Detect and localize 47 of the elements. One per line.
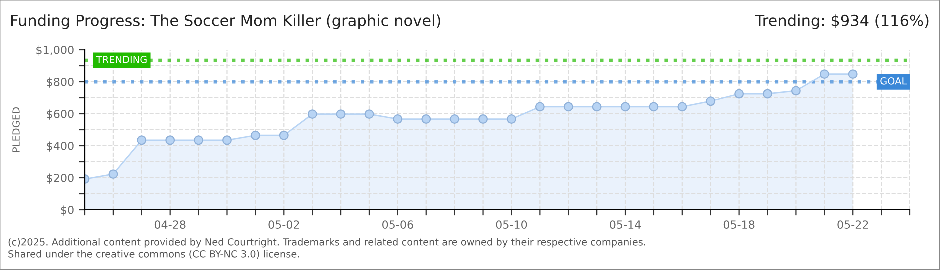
- point: [763, 89, 772, 99]
- text: (c)2025. Additional content provided by Ned Courtright. Trademarks and related content are owned by their respective companies.: [8, 238, 646, 248]
- y-axis-title: PLEDGED: [12, 108, 20, 152]
- point: [734, 89, 744, 99]
- point: [108, 170, 118, 180]
- point: [678, 102, 688, 112]
- point: [507, 114, 516, 124]
- point: [279, 130, 289, 140]
- chart-subtitle: Trending: $934 (116%): [755, 14, 929, 30]
- ref-line-label: GOAL: [880, 77, 908, 85]
- point: [336, 110, 346, 120]
- point: [848, 70, 858, 80]
- point: [422, 114, 432, 124]
- chart-title: Funding Progress: The Soccer Mom Killer (graphic novel): [12, 14, 440, 30]
- point: [250, 130, 260, 140]
- y-tick-label: $1,000: [36, 46, 74, 56]
- point: [706, 96, 716, 106]
- point: [535, 102, 545, 112]
- x-tick-label: 05-14: [610, 220, 642, 230]
- x-tick-label: 05-06: [382, 220, 414, 230]
- point: [194, 136, 204, 146]
- x-tick-label: 05-02: [268, 220, 300, 230]
- text: Shared under the creative commons (CC BY-NC 3.0) license.: [8, 250, 300, 259]
- point: [620, 102, 630, 112]
- point: [308, 110, 318, 120]
- point: [564, 102, 574, 112]
- point: [137, 136, 147, 146]
- y-tick-label: $0: [61, 206, 74, 216]
- point: [222, 136, 232, 146]
- point: [820, 70, 830, 80]
- point: [364, 110, 374, 120]
- point: [649, 102, 659, 112]
- point: [592, 102, 602, 112]
- x-tick-label: 05-10: [496, 220, 528, 230]
- y-tick-label: $800: [47, 78, 74, 88]
- x-tick-label: 05-18: [724, 220, 755, 230]
- point: [166, 136, 176, 146]
- point: [393, 114, 403, 124]
- y-tick-label: $200: [47, 174, 74, 184]
- x-tick-label: 04-28: [154, 220, 186, 230]
- y-tick-label: $600: [47, 110, 74, 120]
- point: [478, 114, 488, 124]
- x-tick-label: 05-22: [838, 220, 868, 230]
- ref-line-label: TRENDING: [96, 56, 147, 64]
- y-tick-label: $400: [47, 142, 74, 152]
- point: [450, 114, 460, 124]
- point: [791, 86, 801, 96]
